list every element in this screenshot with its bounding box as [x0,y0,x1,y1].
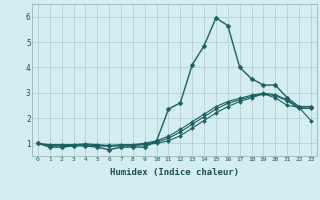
X-axis label: Humidex (Indice chaleur): Humidex (Indice chaleur) [110,168,239,177]
